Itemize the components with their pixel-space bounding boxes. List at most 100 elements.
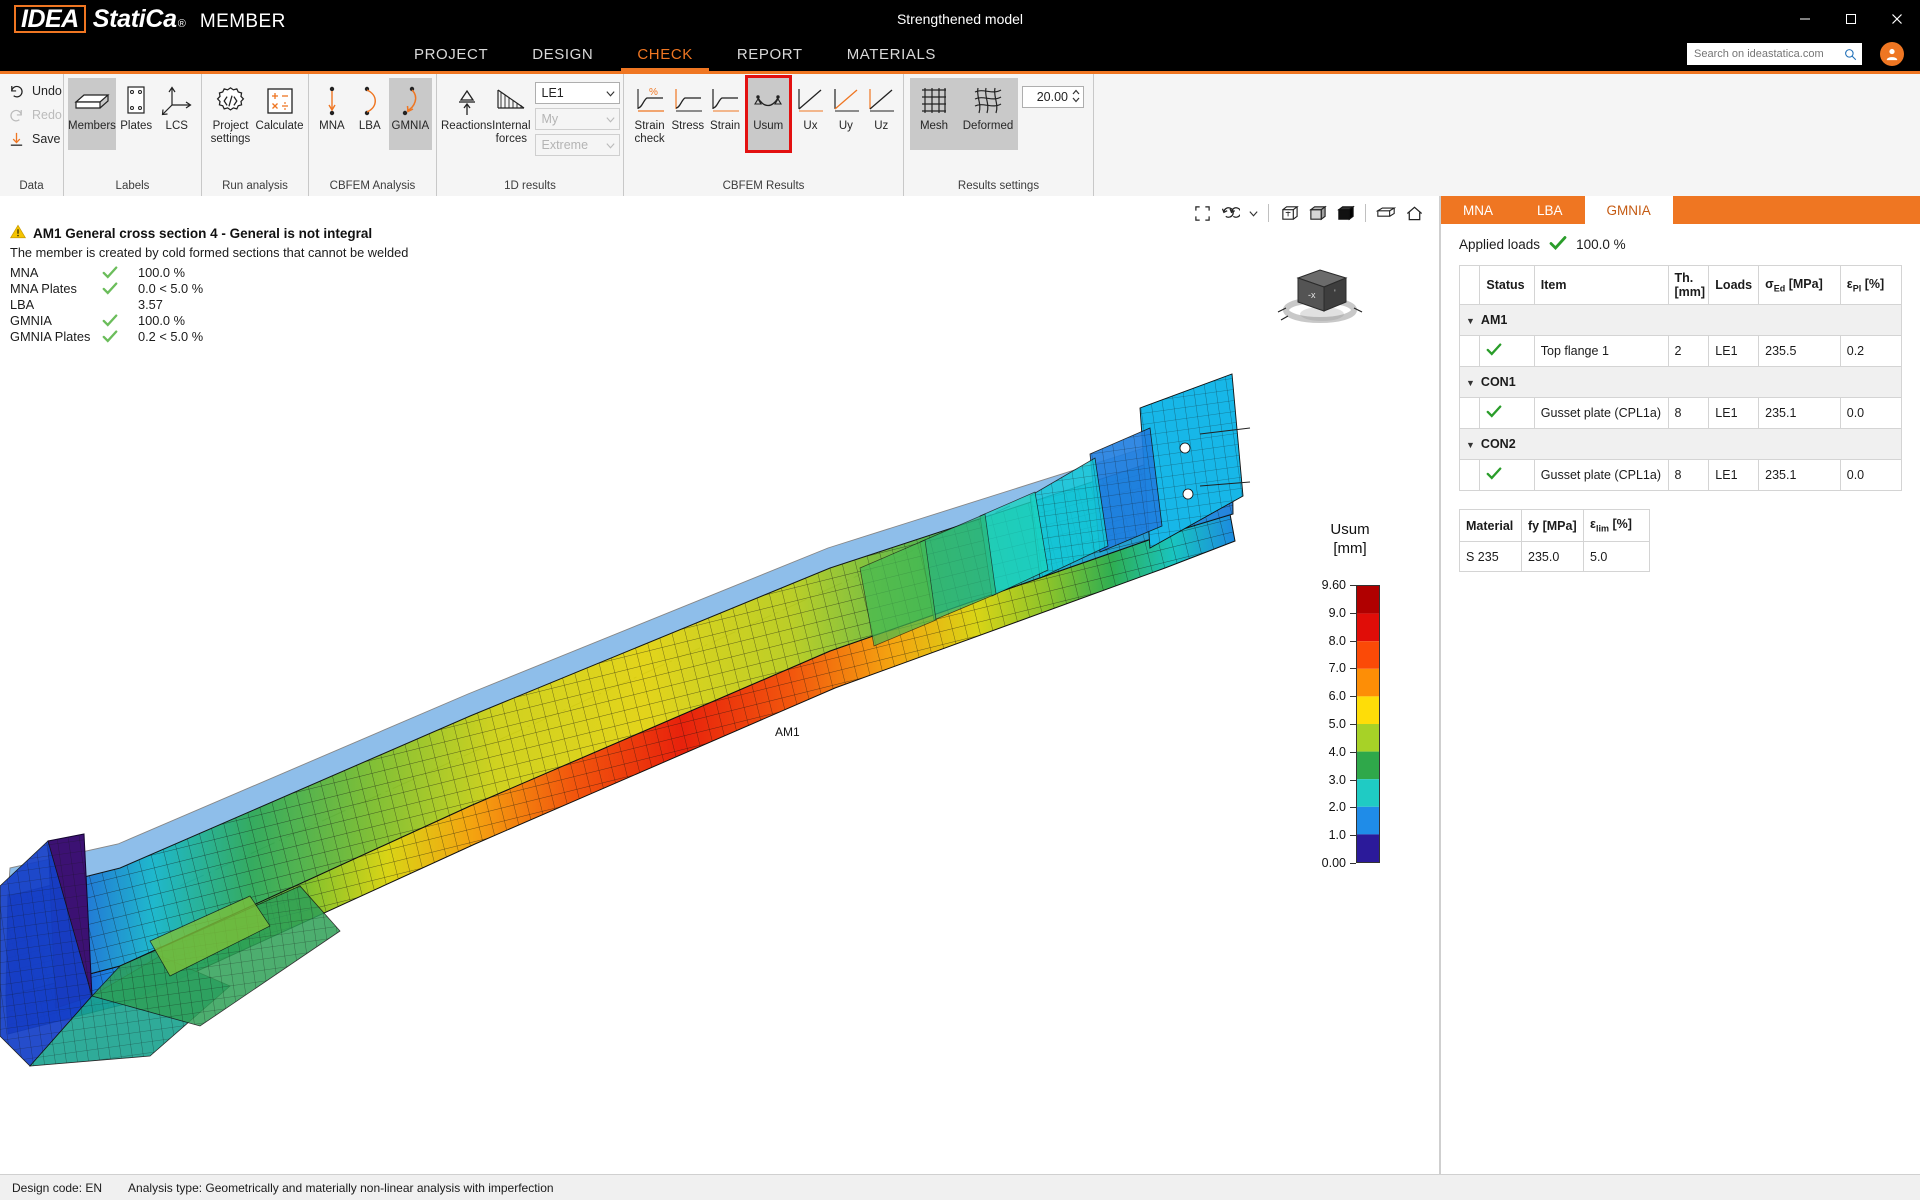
tab-mna[interactable]: MNA bbox=[1463, 202, 1493, 218]
chevron-down-icon[interactable] bbox=[1245, 201, 1261, 225]
check-row-label: MNA bbox=[10, 265, 39, 280]
menu-item-materials[interactable]: MATERIALS bbox=[846, 46, 937, 63]
internal-forces-button[interactable]: Internal forces bbox=[492, 78, 531, 150]
applied-loads-label: Applied loads bbox=[1459, 237, 1541, 252]
chevron-down-icon[interactable]: ▼ bbox=[1466, 316, 1475, 326]
table-group-row[interactable]: ▼ CON2 bbox=[1459, 428, 1902, 460]
minimize-button[interactable] bbox=[1782, 0, 1828, 38]
lba-button[interactable]: LBA bbox=[351, 78, 389, 150]
col-status[interactable]: Status bbox=[1479, 265, 1535, 305]
check-summary-panel: AM1 General cross section 4 - General is… bbox=[9, 224, 408, 345]
deformation-scale-stepper[interactable]: 20.00 bbox=[1022, 86, 1084, 108]
uy-button[interactable]: Uy bbox=[828, 78, 863, 150]
group-con2-cell[interactable]: ▼ CON2 bbox=[1459, 428, 1902, 460]
uz-button[interactable]: Uz bbox=[864, 78, 899, 150]
col-loads[interactable]: Loads bbox=[1708, 265, 1760, 305]
view-perspective-icon[interactable] bbox=[1373, 201, 1399, 225]
tab-lba[interactable]: LBA bbox=[1537, 202, 1563, 218]
chevron-down-icon[interactable]: ▼ bbox=[1466, 378, 1475, 388]
rotate-icon[interactable] bbox=[1217, 201, 1243, 225]
deformation-scale-wrap: 20.00 bbox=[1022, 78, 1084, 108]
check-row-status bbox=[102, 329, 136, 345]
legend-tick-2: 2.0 bbox=[1328, 800, 1346, 815]
view-shaded-icon[interactable] bbox=[1304, 201, 1330, 225]
plates-button[interactable]: Plates bbox=[116, 78, 157, 150]
extreme-select[interactable]: Extreme bbox=[534, 134, 620, 156]
mna-button[interactable]: MNA bbox=[313, 78, 351, 150]
col-item[interactable]: Item bbox=[1533, 265, 1669, 305]
strain-check-button[interactable]: % Strain check bbox=[630, 78, 669, 150]
table-row[interactable]: Gusset plate (CPL1a) 8 LE1 235.1 0.0 bbox=[1458, 459, 1903, 491]
group-con1-cell[interactable]: ▼ CON1 bbox=[1459, 366, 1902, 398]
row-item-cell: Gusset plate (CPL1a) bbox=[1533, 459, 1669, 491]
fit-screen-icon[interactable] bbox=[1189, 201, 1215, 225]
maximize-button[interactable] bbox=[1828, 0, 1874, 38]
load-effect-value: LE1 bbox=[541, 86, 564, 100]
1d-results-combos: LE1 My Extreme bbox=[534, 78, 620, 160]
row-sigma-cell: 235.5 bbox=[1758, 335, 1841, 367]
spinner-arrows-icon[interactable] bbox=[1071, 88, 1081, 107]
col-sigma-ed[interactable]: σEd [MPa] bbox=[1758, 265, 1841, 305]
material-fy-cell: 235.0 bbox=[1521, 541, 1584, 572]
chevron-down-icon bbox=[605, 90, 615, 97]
table-row[interactable]: Gusset plate (CPL1a) 8 LE1 235.1 0.0 bbox=[1458, 397, 1903, 429]
menu-item-design[interactable]: DESIGN bbox=[532, 46, 594, 63]
ribbon-group-run-analysis: Project settings Calculate Run analysis bbox=[201, 74, 308, 196]
menu-item-project[interactable]: PROJECT bbox=[414, 46, 489, 63]
navigation-cube[interactable]: -x ' bbox=[1276, 258, 1364, 330]
mna-label: MNA bbox=[319, 120, 345, 132]
legend-tick-8: 8.0 bbox=[1328, 633, 1346, 648]
menu-item-check[interactable]: CHECK bbox=[615, 38, 715, 71]
tab-gmnia[interactable]: GMNIA bbox=[1584, 196, 1673, 224]
close-button[interactable] bbox=[1874, 0, 1920, 38]
usum-button[interactable]: Usum bbox=[744, 75, 792, 153]
search-icon[interactable] bbox=[1844, 48, 1857, 61]
legend-unit: [mm] bbox=[1333, 540, 1367, 557]
deformation-scale-value: 20.00 bbox=[1036, 90, 1068, 104]
table-row[interactable]: Top flange 1 2 LE1 235.5 0.2 bbox=[1458, 335, 1903, 367]
undo-button[interactable]: Undo bbox=[5, 79, 79, 103]
check-warning-title: AM1 General cross section 4 - General is… bbox=[33, 225, 373, 241]
save-icon bbox=[7, 130, 25, 148]
check-warning-row: AM1 General cross section 4 - General is… bbox=[9, 224, 408, 242]
legend-tick-9: 9.0 bbox=[1328, 605, 1346, 620]
mesh-button[interactable]: Mesh bbox=[910, 78, 958, 150]
search-box[interactable] bbox=[1687, 43, 1862, 65]
user-avatar[interactable] bbox=[1880, 42, 1904, 66]
component-select[interactable]: My bbox=[534, 108, 620, 130]
strain-icon bbox=[708, 84, 742, 118]
chevron-down-icon bbox=[605, 116, 615, 123]
lcs-button[interactable]: LCS bbox=[156, 78, 197, 150]
load-effect-select[interactable]: LE1 bbox=[534, 82, 620, 104]
view-wireframe-icon[interactable] bbox=[1276, 201, 1302, 225]
legend-tick-1: 1.0 bbox=[1328, 828, 1346, 843]
gmnia-button[interactable]: GMNIA bbox=[388, 78, 432, 150]
table-group-row[interactable]: ▼ AM1 bbox=[1459, 304, 1902, 336]
3d-viewport[interactable]: AM1 General cross section 4 - General is… bbox=[0, 196, 1440, 1174]
table-group-row[interactable]: ▼ CON1 bbox=[1459, 366, 1902, 398]
deformed-button[interactable]: Deformed bbox=[958, 78, 1018, 150]
reactions-button[interactable]: Reactions bbox=[441, 78, 492, 150]
col-eps-pl[interactable]: εPl [%] bbox=[1839, 265, 1903, 305]
calculate-button[interactable]: Calculate bbox=[255, 78, 304, 150]
chevron-down-icon[interactable]: ▼ bbox=[1466, 440, 1475, 450]
members-button[interactable]: Members bbox=[68, 78, 116, 150]
group-am1-cell[interactable]: ▼ AM1 bbox=[1459, 304, 1902, 336]
save-button[interactable]: Save bbox=[5, 127, 79, 151]
ribbon-toolbar: Undo Redo Save Data bbox=[0, 71, 1920, 196]
search-input[interactable] bbox=[1692, 47, 1844, 61]
row-sigma-cell: 235.1 bbox=[1758, 397, 1841, 429]
ribbon-group-labels: Members Plates LCS Labels bbox=[63, 74, 201, 196]
col-thickness[interactable]: Th. [mm] bbox=[1667, 265, 1710, 305]
home-view-icon[interactable] bbox=[1401, 201, 1427, 225]
stress-button[interactable]: Stress bbox=[669, 78, 706, 150]
view-solid-icon[interactable] bbox=[1332, 201, 1358, 225]
material-table-header-row: Material fy [MPa] εlim [%] bbox=[1459, 509, 1650, 542]
title-bar: IDEA StatiCa ® MEMBER Strengthened model bbox=[0, 0, 1920, 38]
project-settings-button[interactable]: Project settings bbox=[206, 78, 255, 150]
ux-button[interactable]: Ux bbox=[793, 78, 828, 150]
menu-item-report[interactable]: REPORT bbox=[736, 46, 803, 63]
strain-button[interactable]: Strain bbox=[706, 78, 743, 150]
fem-model-render[interactable]: AM1 bbox=[0, 196, 1440, 1174]
legend-title: Usum bbox=[1330, 521, 1370, 538]
